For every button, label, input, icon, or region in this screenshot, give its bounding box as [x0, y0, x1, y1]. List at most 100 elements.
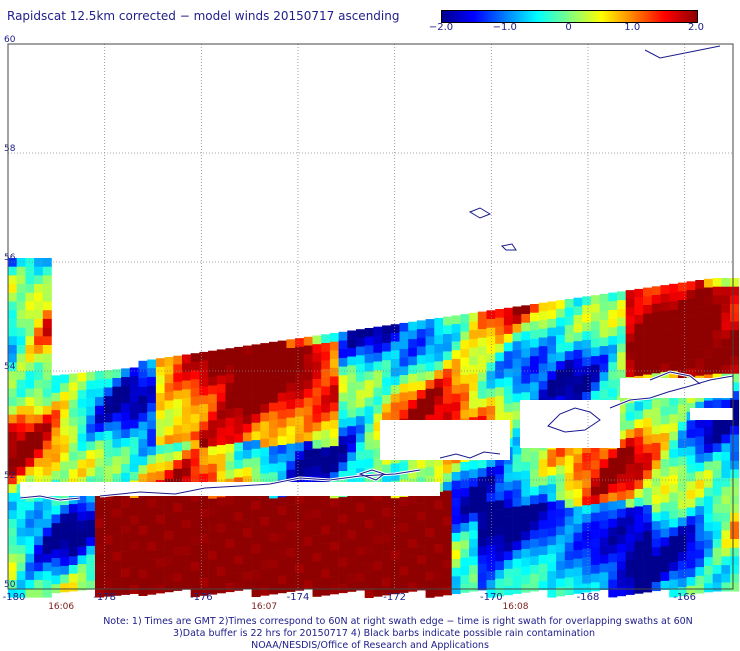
- wind-cell: [669, 362, 679, 372]
- wind-cell: [86, 458, 96, 468]
- wind-cell: [538, 563, 548, 573]
- wind-cell: [329, 359, 339, 369]
- wind-cell: [303, 554, 313, 564]
- wind-cell: [347, 356, 357, 366]
- wind-cell: [477, 320, 487, 330]
- wind-cell: [634, 358, 644, 368]
- wind-cell: [382, 342, 392, 352]
- wind-cell: [173, 442, 183, 452]
- wind-cell: [425, 345, 435, 355]
- wind-cell: [643, 574, 653, 584]
- wind-cell: [547, 388, 557, 398]
- wind-cell: [617, 569, 626, 579]
- wind-cell: [216, 375, 226, 385]
- wind-cell: [8, 571, 17, 581]
- wind-cell: [634, 506, 644, 516]
- wind-cell: [86, 580, 96, 590]
- wind-cell: [199, 465, 209, 474]
- wind-cell: [234, 416, 244, 426]
- wind-cell: [486, 562, 496, 572]
- wind-cell: [669, 336, 679, 345]
- wind-cell: [295, 451, 305, 461]
- wind-cell: [677, 578, 687, 588]
- wind-cell: [25, 414, 35, 424]
- wind-cell: [469, 539, 479, 548]
- wind-cell: [242, 389, 252, 399]
- wind-cell: [573, 515, 583, 525]
- wind-cell: [399, 462, 409, 472]
- wind-cell: [660, 502, 670, 512]
- wind-cell: [721, 312, 731, 322]
- wind-cell: [547, 318, 557, 328]
- wind-cell: [686, 403, 696, 413]
- wind-cell: [503, 412, 513, 422]
- wind-cell: [364, 502, 374, 511]
- wind-cell: [190, 457, 200, 467]
- wind-cell: [651, 556, 661, 565]
- wind-cell: [251, 535, 261, 545]
- wind-cell: [129, 445, 139, 455]
- wind-cell: [390, 463, 400, 473]
- wind-cell: [155, 384, 165, 394]
- wind-cell: [129, 437, 139, 447]
- wind-cell: [530, 530, 539, 540]
- wind-cell: [730, 278, 740, 287]
- wind-cell: [599, 337, 609, 347]
- wind-cell: [451, 332, 461, 342]
- wind-cell: [77, 546, 87, 556]
- wind-cell: [677, 474, 687, 483]
- wind-cell: [138, 587, 148, 596]
- wind-cell: [695, 314, 705, 324]
- wind-cell: [77, 520, 87, 530]
- wind-cell: [599, 563, 609, 573]
- wind-cell: [416, 503, 426, 513]
- wind-cell: [312, 413, 322, 423]
- wind-cell: [269, 463, 278, 473]
- wind-cell: [295, 355, 305, 365]
- wind-cell: [208, 455, 218, 465]
- wind-cell: [25, 336, 35, 346]
- wind-cell: [503, 577, 513, 587]
- wind-cell: [677, 343, 687, 353]
- wind-cell: [25, 318, 35, 328]
- wind-cell: [486, 371, 496, 381]
- wind-cell: [625, 403, 635, 413]
- wind-cell: [382, 499, 392, 509]
- wind-cell: [190, 440, 200, 450]
- wind-cell: [277, 401, 287, 411]
- wind-cell: [608, 501, 618, 511]
- wind-cell: [530, 330, 539, 340]
- wind-cell: [295, 416, 305, 426]
- wind-cell: [164, 574, 174, 584]
- wind-cell: [364, 554, 374, 564]
- wind-cell: [695, 445, 705, 455]
- wind-cell: [321, 525, 331, 535]
- wind-cell: [651, 408, 661, 418]
- wind-cell: [625, 542, 635, 552]
- wind-cell: [434, 526, 444, 536]
- wind-cell: [416, 572, 426, 582]
- wind-cell: [695, 558, 705, 568]
- wind-cell: [338, 531, 348, 541]
- wind-cell: [390, 550, 400, 560]
- wind-cell: [373, 570, 383, 580]
- wind-cell: [242, 371, 252, 381]
- wind-cell: [182, 554, 191, 564]
- wind-cell: [364, 475, 374, 485]
- wind-cell: [477, 329, 487, 338]
- wind-cell: [338, 392, 348, 402]
- wind-cell: [677, 282, 687, 292]
- wind-cell: [199, 569, 209, 579]
- wind-cell: [503, 473, 513, 483]
- wind-cell: [16, 336, 26, 346]
- wind-cell: [103, 474, 113, 484]
- wind-cell: [460, 522, 470, 532]
- wind-cell: [77, 442, 87, 452]
- wind-cell: [303, 476, 313, 485]
- wind-cell: [312, 405, 322, 415]
- wind-cell: [60, 513, 70, 523]
- wind-cell: [147, 568, 157, 578]
- wind-cell: [86, 424, 96, 434]
- wind-cell: [564, 386, 574, 395]
- wind-cell: [599, 380, 609, 390]
